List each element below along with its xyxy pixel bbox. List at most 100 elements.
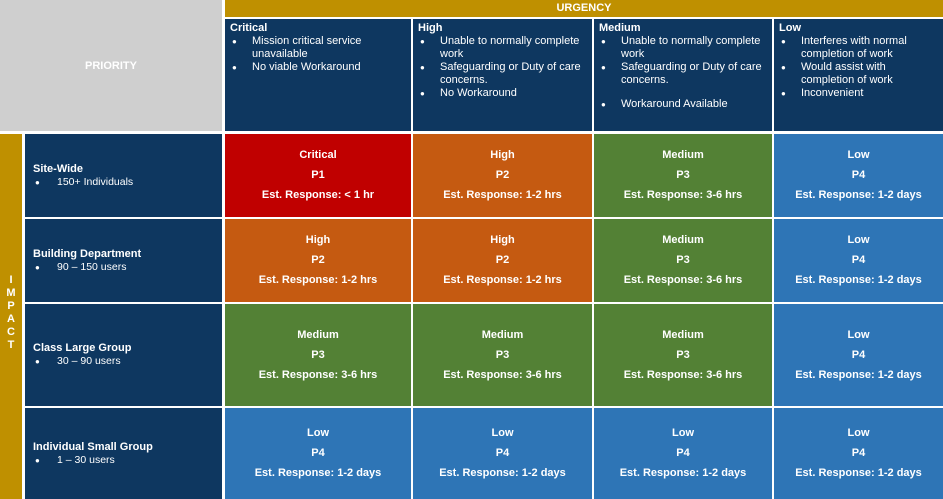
cell-response-time: Est. Response: 1-2 hrs	[443, 274, 562, 286]
cell-priority-name: High	[490, 149, 515, 161]
cell-response-time: Est. Response: < 1 hr	[261, 189, 375, 201]
urgency-criterion: Safeguarding or Duty of care concerns.	[599, 61, 767, 87]
matrix-cell-high: High P2 Est. Response: 1-2 hrs	[413, 219, 592, 302]
urgency-criteria-list: Interferes with normal completion of wor…	[779, 35, 938, 100]
impact-detail: 1 – 30 users	[33, 454, 214, 467]
matrix-cell-critical: Critical P1 Est. Response: < 1 hr	[225, 134, 411, 217]
urgency-criterion: Unable to normally complete work	[599, 35, 767, 61]
impact-detail: 150+ Individuals	[33, 176, 214, 189]
matrix-cell-low: Low P4 Est. Response: 1-2 days	[774, 134, 943, 217]
matrix-cell-medium: Medium P3 Est. Response: 3-6 hrs	[594, 134, 772, 217]
urgency-criterion: Mission critical service unavailable	[230, 35, 406, 61]
matrix-cell-low: Low P4 Est. Response: 1-2 days	[774, 408, 943, 499]
urgency-title: High	[418, 22, 443, 34]
cell-priority-code: P4	[851, 447, 866, 459]
impact-letter: M	[6, 287, 16, 299]
cell-priority-name: Low	[847, 234, 870, 246]
cell-priority-code: P4	[676, 447, 690, 459]
cell-priority-code: P3	[676, 169, 690, 181]
urgency-criterion: No Workaround	[418, 87, 587, 100]
cell-priority-name: Low	[307, 427, 329, 439]
cell-response-time: Est. Response: 3-6 hrs	[623, 189, 743, 201]
cell-priority-name: Medium	[481, 328, 524, 341]
cell-response-time: Est. Response: 1-2 days	[619, 467, 747, 479]
cell-response-time: Est. Response: 1-2 days	[795, 274, 922, 286]
urgency-criterion: Inconvenient	[779, 87, 938, 100]
urgency-title: Low	[779, 22, 801, 34]
urgency-header-high: HighUnable to normally complete workSafe…	[413, 19, 592, 131]
cell-priority-code: P4	[311, 447, 325, 459]
matrix-cell-medium: Medium P3 Est. Response: 3-6 hrs	[413, 304, 592, 406]
urgency-criterion: No viable Workaround	[230, 61, 406, 74]
urgency-criterion: Interferes with normal completion of wor…	[779, 35, 938, 61]
urgency-criteria-list: Unable to normally complete workSafeguar…	[599, 35, 767, 111]
urgency-label: URGENCY	[556, 2, 612, 14]
impact-header-1: Site-Wide150+ Individuals	[25, 134, 222, 217]
cell-priority-name: High	[490, 234, 515, 246]
matrix-cell-high: High P2 Est. Response: 1-2 hrs	[413, 134, 592, 217]
cell-priority-code: P3	[676, 348, 690, 361]
cell-response-time: Est. Response: 3-6 hrs	[258, 368, 378, 381]
matrix-cell-low: Low P4 Est. Response: 1-2 days	[594, 408, 772, 499]
matrix-cell-low: Low P4 Est. Response: 1-2 days	[774, 219, 943, 302]
priority-label: PRIORITY	[85, 59, 137, 72]
cell-priority-name: Low	[491, 427, 514, 439]
impact-letter: A	[7, 313, 15, 325]
impact-title: Individual Small Group	[33, 440, 153, 453]
urgency-criteria-list: Unable to normally complete workSafeguar…	[418, 35, 587, 100]
cell-priority-name: Critical	[299, 149, 337, 161]
cell-priority-code: P1	[311, 169, 325, 181]
impact-header-3: Class Large Group30 – 90 users	[25, 304, 222, 406]
matrix-cell-low: Low P4 Est. Response: 1-2 days	[774, 304, 943, 406]
cell-response-time: Est. Response: 1-2 hrs	[443, 189, 562, 201]
cell-priority-code: P4	[851, 348, 866, 361]
cell-priority-code: P3	[311, 348, 325, 361]
cell-priority-name: High	[305, 234, 331, 246]
cell-priority-name: Medium	[662, 328, 704, 341]
urgency-criterion: Workaround Available	[599, 98, 767, 111]
cell-priority-name: Medium	[662, 149, 704, 161]
impact-detail: 30 – 90 users	[33, 355, 214, 368]
cell-priority-code: P3	[495, 348, 510, 361]
urgency-criteria-list: Mission critical service unavailableNo v…	[230, 35, 406, 74]
cell-response-time: Est. Response: 1-2 days	[439, 467, 566, 479]
cell-response-time: Est. Response: 1-2 days	[795, 189, 922, 201]
impact-letter: P	[7, 300, 15, 312]
cell-priority-code: P2	[495, 254, 510, 266]
impact-header-4: Individual Small Group1 – 30 users	[25, 408, 222, 499]
impact-header-2: Building Department90 – 150 users	[25, 219, 222, 302]
urgency-title: Critical	[230, 22, 268, 34]
matrix-cell-low: Low P4 Est. Response: 1-2 days	[225, 408, 411, 499]
matrix-cell-medium: Medium P3 Est. Response: 3-6 hrs	[594, 219, 772, 302]
cell-priority-code: P2	[495, 169, 510, 181]
matrix-cell-low: Low P4 Est. Response: 1-2 days	[413, 408, 592, 499]
matrix-cell-medium: Medium P3 Est. Response: 3-6 hrs	[594, 304, 772, 406]
cell-response-time: Est. Response: 1-2 days	[795, 467, 922, 479]
urgency-header-low: LowInterferes with normal completion of …	[774, 19, 943, 131]
urgency-criterion: Unable to normally complete work	[418, 35, 587, 61]
impact-title: Site-Wide	[33, 162, 84, 175]
priority-header: PRIORITY	[0, 0, 222, 131]
impact-letter: C	[7, 326, 15, 338]
cell-response-time: Est. Response: 3-6 hrs	[623, 274, 743, 286]
impact-detail: 90 – 150 users	[33, 261, 214, 274]
cell-response-time: Est. Response: 3-6 hrs	[443, 368, 562, 381]
cell-priority-code: P4	[851, 254, 866, 266]
cell-priority-code: P4	[495, 447, 510, 459]
cell-priority-name: Low	[847, 328, 870, 341]
urgency-title: Medium	[599, 22, 641, 34]
impact-title: Building Department	[33, 247, 142, 260]
urgency-criterion: Safeguarding or Duty of care concerns.	[418, 61, 587, 87]
urgency-banner: URGENCY	[225, 0, 943, 17]
cell-priority-name: Medium	[662, 234, 704, 246]
urgency-criterion: Would assist with completion of work	[779, 61, 938, 87]
cell-priority-code: P3	[676, 254, 690, 266]
impact-letter: T	[7, 339, 15, 351]
cell-response-time: Est. Response: 1-2 hrs	[258, 274, 378, 286]
matrix-cell-medium: Medium P3 Est. Response: 3-6 hrs	[225, 304, 411, 406]
matrix-cell-high: High P2 Est. Response: 1-2 hrs	[225, 219, 411, 302]
cell-response-time: Est. Response: 1-2 days	[254, 467, 382, 479]
urgency-header-medium: MediumUnable to normally complete workSa…	[594, 19, 772, 131]
